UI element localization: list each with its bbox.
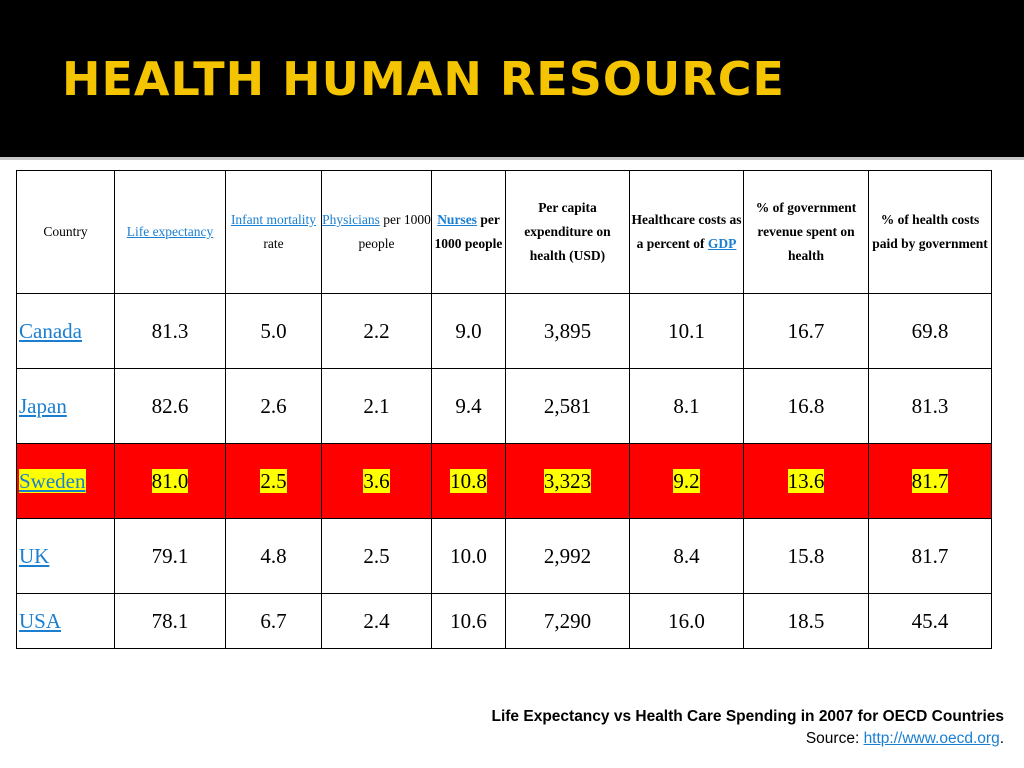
value-cell: 18.5: [743, 593, 869, 649]
value-cell: 81.0: [114, 443, 226, 519]
country-cell: USA: [16, 593, 115, 649]
value-cell: 2,581: [505, 368, 630, 444]
table-row: USA 78.1 6.7 2.4 10.6 7,290 16.0 18.5 45…: [16, 593, 992, 649]
value-cell: 2.5: [225, 443, 322, 519]
value-cell: 78.1: [114, 593, 226, 649]
header-infant-rest: rate: [263, 236, 284, 251]
source-end: .: [999, 730, 1004, 747]
title-bar: HEALTH HUMAN RESOURCE: [0, 0, 1024, 160]
value-cell: 6.7: [225, 593, 322, 649]
value-cell: 81.7: [868, 443, 992, 519]
value-cell: 3,323: [505, 443, 630, 519]
header-row: Country Life expectancy Infant mortality…: [16, 170, 992, 294]
value-cell: 10.6: [431, 593, 506, 649]
header-nurses-rest: per 1000 people: [434, 212, 503, 251]
highlighted-value: 2.5: [260, 468, 287, 493]
value-cell: 81.3: [868, 368, 992, 444]
value-cell: 4.8: [225, 518, 322, 594]
country-link[interactable]: Sweden: [19, 468, 86, 493]
value-cell: 8.1: [629, 368, 744, 444]
health-resource-table: Country Life expectancy Infant mortality…: [16, 170, 992, 649]
value-cell: 2.4: [321, 593, 432, 649]
highlighted-value: 10.8: [450, 468, 487, 493]
physicians-link[interactable]: Physicians: [322, 212, 380, 227]
highlighted-value: 81.0: [151, 468, 189, 493]
life-expectancy-link[interactable]: Life expectancy: [126, 224, 214, 239]
value-cell: 8.4: [629, 518, 744, 594]
value-cell: 10.8: [431, 443, 506, 519]
country-link[interactable]: Canada: [19, 318, 82, 343]
value-cell: 82.6: [114, 368, 226, 444]
value-cell: 5.0: [225, 293, 322, 369]
country-cell: UK: [16, 518, 115, 594]
country-link[interactable]: UK: [19, 543, 50, 568]
highlighted-value: 3,323: [543, 468, 592, 493]
value-cell: 16.7: [743, 293, 869, 369]
value-cell: 16.0: [629, 593, 744, 649]
header-infant-mortality: Infant mortality rate: [225, 170, 322, 294]
value-cell: 15.8: [743, 518, 869, 594]
header-physicians-rest: per 1000 people: [358, 212, 431, 251]
value-cell: 3.6: [321, 443, 432, 519]
nurses-link[interactable]: Nurses: [437, 212, 477, 227]
gdp-link[interactable]: GDP: [707, 236, 737, 251]
page-title: HEALTH HUMAN RESOURCE: [62, 52, 785, 106]
caption-title: Life Expectancy vs Health Care Spending …: [491, 708, 1005, 725]
value-cell: 16.8: [743, 368, 869, 444]
value-cell: 2.6: [225, 368, 322, 444]
value-cell: 9.0: [431, 293, 506, 369]
value-cell: 3,895: [505, 293, 630, 369]
header-health-costs-paid: % of health costs paid by government: [868, 170, 992, 294]
value-cell: 10.0: [431, 518, 506, 594]
infant-mortality-link[interactable]: Infant mortality: [230, 212, 317, 227]
header-healthcare-costs: Healthcare costs as a percent of GDP: [629, 170, 744, 294]
header-country: Country: [16, 170, 115, 294]
table-row-highlighted: Sweden 81.0 2.5 3.6 10.8 3,323 9.2 13.6 …: [16, 443, 992, 519]
value-cell: 2.1: [321, 368, 432, 444]
source-label: Source:: [805, 730, 864, 747]
value-cell: 79.1: [114, 518, 226, 594]
value-cell: 69.8: [868, 293, 992, 369]
country-cell: Japan: [16, 368, 115, 444]
country-link[interactable]: USA: [19, 608, 62, 633]
caption-source: Source: http://www.oecd.org.: [492, 728, 1004, 750]
value-cell: 45.4: [868, 593, 992, 649]
value-cell: 81.3: [114, 293, 226, 369]
value-cell: 2.2: [321, 293, 432, 369]
header-gov-revenue: % of government revenue spent on health: [743, 170, 869, 294]
header-nurses: Nurses per 1000 people: [431, 170, 506, 294]
value-cell: 10.1: [629, 293, 744, 369]
header-per-capita: Per capita expenditure on health (USD): [505, 170, 630, 294]
caption: Life Expectancy vs Health Care Spending …: [492, 706, 1005, 750]
table-row: Japan 82.6 2.6 2.1 9.4 2,581 8.1 16.8 81…: [16, 368, 992, 444]
country-cell: Sweden: [16, 443, 115, 519]
value-cell: 13.6: [743, 443, 869, 519]
highlighted-value: 3.6: [363, 468, 390, 493]
highlighted-value: 9.2: [673, 468, 700, 493]
highlighted-value: 13.6: [787, 468, 825, 493]
table-row: UK 79.1 4.8 2.5 10.0 2,992 8.4 15.8 81.7: [16, 518, 992, 594]
source-link[interactable]: http://www.oecd.org: [863, 730, 1000, 747]
value-cell: 2,992: [505, 518, 630, 594]
value-cell: 2.5: [321, 518, 432, 594]
value-cell: 7,290: [505, 593, 630, 649]
table-row: Canada 81.3 5.0 2.2 9.0 3,895 10.1 16.7 …: [16, 293, 992, 369]
value-cell: 9.4: [431, 368, 506, 444]
country-link[interactable]: Japan: [19, 393, 67, 418]
header-life-expectancy: Life expectancy: [114, 170, 226, 294]
value-cell: 9.2: [629, 443, 744, 519]
highlighted-value: 81.7: [911, 468, 949, 493]
value-cell: 81.7: [868, 518, 992, 594]
header-healthcare-text: Healthcare costs as a percent of: [631, 212, 742, 251]
country-cell: Canada: [16, 293, 115, 369]
header-physicians: Physicians per 1000 people: [321, 170, 432, 294]
